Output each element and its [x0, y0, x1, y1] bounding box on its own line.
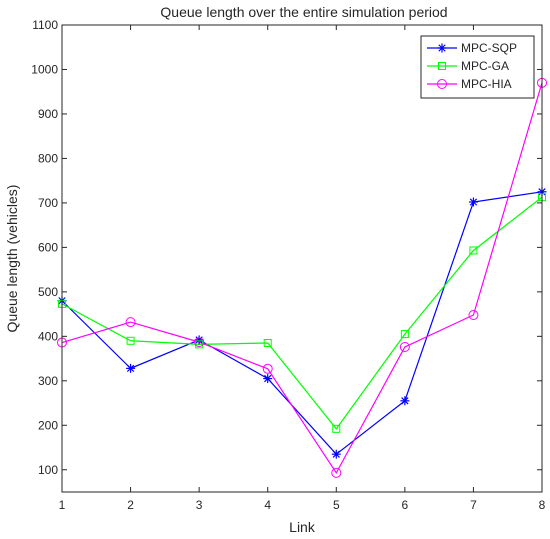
- data-point-mpc-ga: [332, 424, 341, 433]
- x-tick-label: 3: [196, 498, 203, 512]
- y-tick-label: 600: [38, 240, 58, 254]
- data-point-mpc-ga: [263, 339, 272, 348]
- data-point-mpc-ga: [469, 246, 478, 255]
- y-axis-label: Queue length (vehicles): [4, 185, 20, 333]
- y-tick-label: 400: [38, 329, 58, 343]
- chart-title: Queue length over the entire simulation …: [160, 4, 447, 20]
- y-tick-label: 500: [38, 285, 58, 299]
- x-tick-label: 1: [59, 498, 66, 512]
- y-tick-label: 100: [38, 463, 58, 477]
- plot-area: [62, 25, 542, 492]
- y-tick-label: 900: [38, 107, 58, 121]
- x-axis-label: Link: [289, 519, 316, 535]
- data-point-mpc-ga: [126, 336, 135, 345]
- data-point-mpc-hia: [468, 309, 479, 320]
- y-tick-label: 200: [38, 418, 58, 432]
- x-tick-label: 6: [402, 498, 409, 512]
- x-tick-label: 7: [470, 498, 477, 512]
- y-tick-label: 1000: [31, 62, 58, 76]
- data-point-mpc-ga: [400, 330, 409, 339]
- series-line-mpc-sqp: [61, 191, 543, 456]
- data-point-mpc-sqp: [331, 449, 341, 459]
- data-point-mpc-ga: [195, 340, 204, 349]
- data-point-mpc-sqp: [468, 197, 478, 207]
- data-point-mpc-hia: [194, 337, 205, 348]
- legend-label: MPC-GA: [461, 59, 509, 73]
- legend-marker: [438, 62, 446, 70]
- y-axis-ticks: 100 200 300 400 500 600 700 800 900 1000 1100: [31, 18, 542, 477]
- data-point-mpc-hia: [125, 317, 136, 328]
- x-tick-label: 5: [333, 498, 340, 512]
- x-axis-ticks: 1 2 3 4 5 6 7 8: [59, 25, 546, 512]
- x-tick-label: 2: [127, 498, 134, 512]
- data-point-mpc-sqp: [263, 374, 273, 384]
- plot-lines: [61, 82, 543, 475]
- data-point-mpc-hia: [399, 342, 410, 353]
- data-point-mpc-hia: [262, 363, 273, 374]
- data-point-mpc-sqp: [126, 363, 136, 373]
- y-tick-label: 1100: [32, 18, 58, 32]
- legend-marker: [437, 79, 447, 89]
- x-tick-label: 4: [264, 498, 271, 512]
- legend-label: MPC-SQP: [461, 41, 517, 55]
- legend-label: MPC-HIA: [461, 77, 512, 91]
- legend-marker: [437, 43, 447, 53]
- series-line-mpc-hia: [61, 82, 543, 475]
- data-point-mpc-sqp: [400, 396, 410, 406]
- x-tick-label: 8: [539, 498, 546, 512]
- plot-frame: [61, 24, 543, 493]
- series-line-mpc-ga: [61, 196, 543, 430]
- data-point-mpc-hia: [331, 467, 342, 478]
- y-tick-label: 800: [38, 151, 58, 165]
- y-tick-label: 700: [38, 196, 58, 210]
- y-tick-label: 300: [38, 374, 58, 388]
- legend: MPC-SQP MPC-GA MPC-HIA: [420, 35, 535, 99]
